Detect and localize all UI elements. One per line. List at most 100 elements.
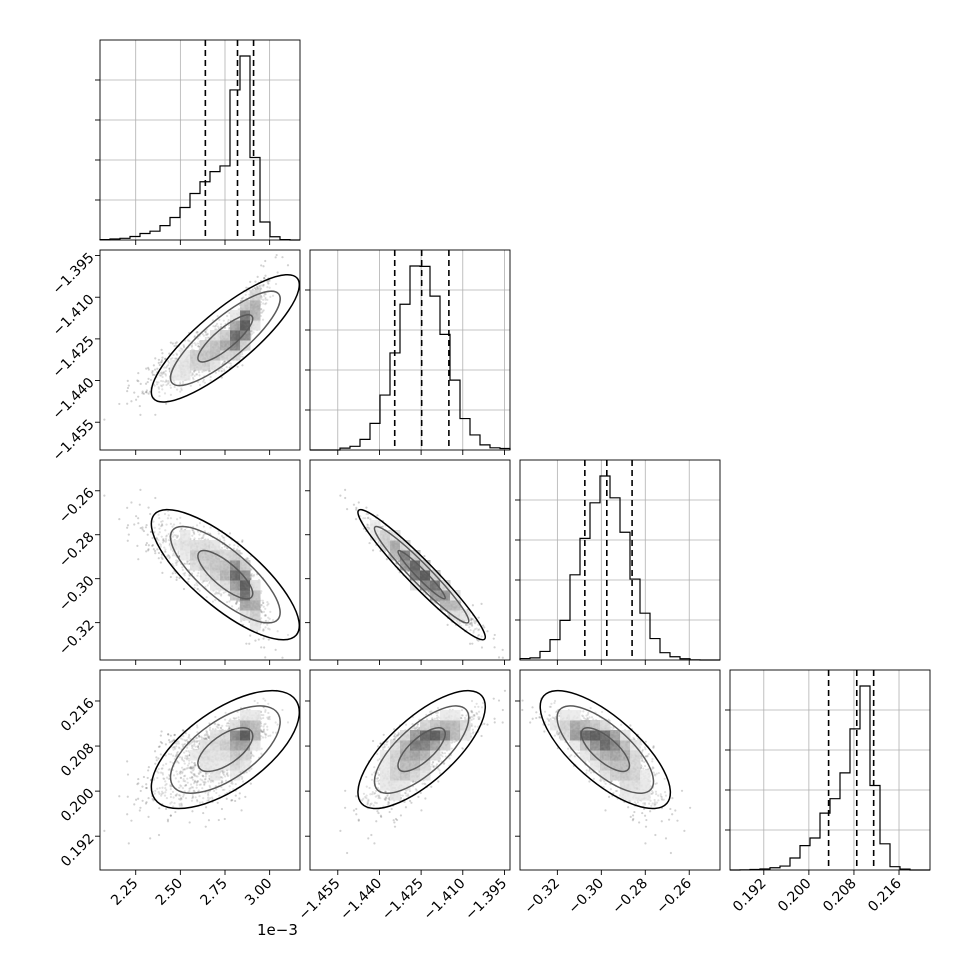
sample-point	[126, 402, 129, 405]
sample-point	[195, 373, 199, 376]
sample-point	[171, 342, 174, 345]
sample-point	[191, 372, 194, 375]
sample-point	[214, 325, 217, 328]
sample-point	[192, 378, 195, 381]
sample-point	[220, 367, 224, 370]
sample-point	[223, 369, 226, 373]
sample-point	[175, 357, 178, 360]
sample-point	[211, 319, 215, 322]
sample-point	[160, 556, 163, 559]
sample-point	[228, 532, 232, 535]
sample-point	[137, 558, 140, 561]
sample-point	[146, 380, 149, 384]
sample-point	[257, 638, 260, 641]
sample-point	[141, 392, 144, 395]
sample-point	[196, 330, 199, 334]
sample-point	[179, 347, 182, 350]
sample-point	[264, 296, 267, 300]
sample-point	[158, 363, 161, 367]
sample-point	[212, 325, 215, 328]
sample-point	[260, 287, 263, 291]
sample-point	[139, 488, 142, 491]
sample-point	[147, 377, 150, 380]
sample-point	[161, 352, 164, 355]
sample-point	[227, 318, 230, 322]
histogram-panel	[515, 459, 721, 665]
sample-point	[262, 285, 265, 288]
sample-point	[136, 379, 139, 382]
sample-point	[471, 604, 474, 607]
sample-point	[191, 373, 195, 376]
sample-point	[118, 517, 121, 521]
sample-point	[174, 357, 177, 360]
sample-point	[169, 386, 172, 389]
sample-point	[225, 314, 229, 318]
sample-point	[214, 371, 218, 374]
histogram-panel	[95, 39, 301, 245]
sample-point	[138, 503, 141, 506]
sample-point	[263, 646, 266, 649]
sample-point	[204, 336, 207, 340]
sample-point	[157, 358, 161, 361]
sample-point	[189, 384, 192, 387]
sample-point	[126, 506, 129, 509]
sample-point	[147, 549, 150, 552]
sample-point	[160, 348, 163, 351]
sample-point	[219, 323, 223, 326]
sample-point	[153, 373, 156, 377]
sample-point	[240, 355, 243, 358]
sample-point	[344, 488, 347, 491]
sample-point	[207, 370, 211, 373]
sample-point	[179, 382, 182, 386]
sample-point	[260, 295, 263, 299]
sample-point	[220, 376, 223, 379]
sample-point	[216, 314, 219, 318]
sample-point	[155, 381, 158, 384]
panel-content	[103, 488, 300, 664]
sample-point	[263, 277, 266, 280]
sample-point	[145, 523, 148, 527]
sample-point	[165, 380, 169, 383]
sample-point	[263, 292, 267, 295]
sample-point	[468, 642, 472, 645]
sample-point	[147, 366, 150, 369]
density-panel	[305, 459, 511, 665]
sample-point	[274, 648, 277, 651]
sample-point	[264, 259, 267, 263]
sample-point	[151, 371, 154, 374]
sample-point	[254, 280, 257, 283]
sample-point	[254, 287, 257, 290]
sample-point	[144, 543, 148, 547]
sample-point	[137, 395, 140, 398]
sample-point	[159, 374, 162, 377]
sample-point	[173, 385, 176, 389]
sample-point	[162, 383, 165, 386]
sample-point	[258, 284, 261, 287]
sample-point	[163, 370, 166, 374]
sample-point	[133, 391, 136, 394]
sample-point	[147, 368, 150, 371]
sample-point	[241, 352, 244, 356]
sample-point	[169, 341, 172, 344]
sample-point	[286, 264, 290, 267]
sample-point	[144, 382, 148, 385]
sample-point	[254, 639, 257, 642]
sample-point	[157, 361, 160, 364]
sample-point	[264, 298, 267, 301]
sample-point	[264, 303, 267, 306]
sample-point	[103, 418, 106, 421]
sample-point	[201, 332, 204, 336]
sample-point	[276, 662, 278, 664]
sample-point	[260, 646, 263, 649]
x-tick-label: 0.216	[865, 875, 905, 915]
axes-frame	[99, 39, 301, 241]
sample-point	[162, 371, 165, 374]
sample-point	[265, 302, 268, 305]
sample-point	[223, 361, 226, 364]
sample-point	[493, 633, 496, 637]
sample-point	[228, 366, 231, 369]
sample-point	[180, 387, 183, 390]
sample-point	[274, 256, 277, 259]
sample-point	[151, 536, 154, 540]
sample-point	[218, 318, 221, 321]
